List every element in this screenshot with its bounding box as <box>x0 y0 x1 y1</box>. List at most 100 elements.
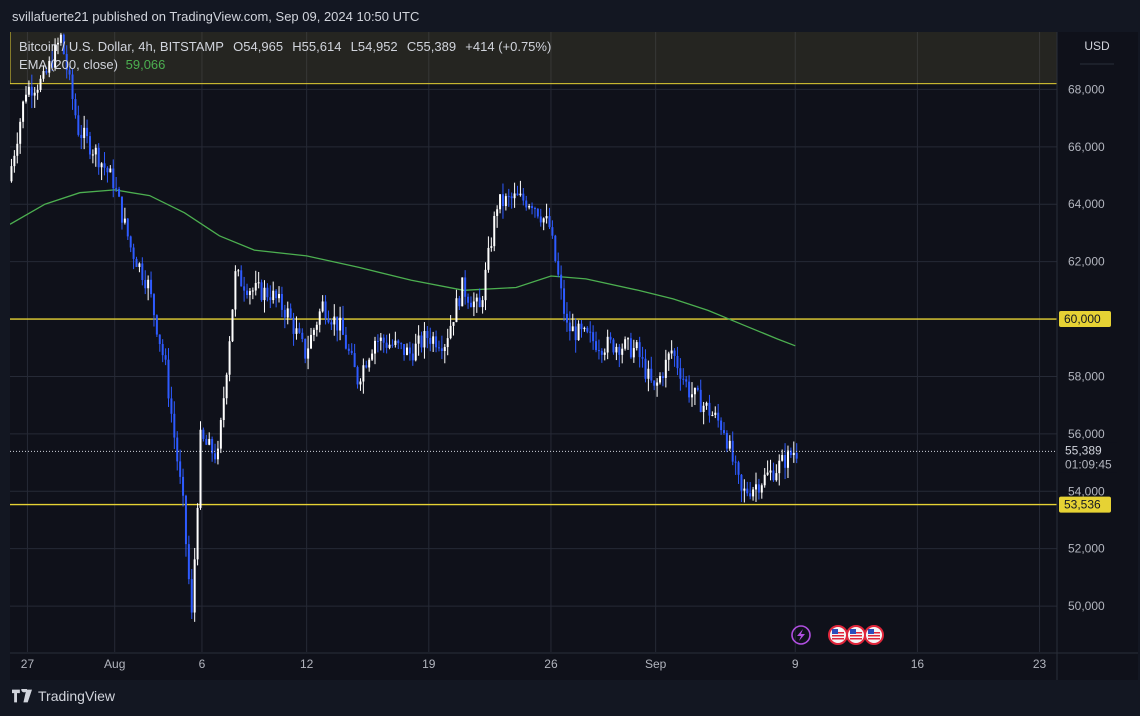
candle-body <box>336 316 339 331</box>
candle-body <box>16 143 19 156</box>
candle-body <box>234 271 237 310</box>
candle-body <box>417 335 420 344</box>
candle-body <box>676 355 679 369</box>
candle-body <box>504 196 507 207</box>
candle-body <box>202 429 205 439</box>
candle-body <box>155 315 158 335</box>
candle-body <box>580 323 583 330</box>
y-tick-label: 66,000 <box>1068 140 1105 154</box>
candle-body <box>138 263 141 268</box>
candle-body <box>126 218 129 237</box>
candle-body <box>353 353 356 368</box>
candle-body <box>321 301 324 312</box>
candle-body <box>187 544 190 580</box>
candle-body <box>205 438 208 445</box>
candle-body <box>295 328 298 334</box>
candle-body <box>246 290 249 296</box>
candle-body <box>359 381 362 385</box>
y-tick-label: 64,000 <box>1068 197 1105 211</box>
candle-body <box>382 337 385 343</box>
candle-body <box>301 332 304 339</box>
candle-body <box>426 330 429 338</box>
candle-body <box>452 322 455 326</box>
candle-body <box>109 168 112 173</box>
candle-body <box>786 450 789 468</box>
candle-body <box>740 474 743 491</box>
candle-body <box>403 344 406 355</box>
candle-body <box>609 336 612 340</box>
candle-body <box>228 341 231 375</box>
us-flag-event-icon <box>846 625 866 645</box>
candle-body <box>170 398 173 414</box>
candle-body <box>33 92 36 96</box>
candle-body <box>475 297 478 302</box>
level-label: 60,000 <box>1064 312 1101 326</box>
candle-body <box>757 484 760 493</box>
candle-body <box>720 420 723 431</box>
price-axis-bg <box>1057 32 1138 680</box>
candle-body <box>548 216 551 228</box>
chart-area[interactable]: USD 50,000 52,000 54,000 56,000 58,000 60,000 6… <box>9 17 1138 680</box>
candle-body <box>717 412 720 421</box>
high-value: H55,614 <box>292 39 342 54</box>
candle-body <box>385 342 388 348</box>
candle-body <box>708 402 711 416</box>
candle-body <box>522 193 525 201</box>
candle-body <box>65 54 68 71</box>
candle-body <box>88 136 91 155</box>
candle-body <box>414 343 417 361</box>
candle-body <box>347 348 350 351</box>
candle-body <box>693 387 696 395</box>
candle-body <box>344 334 347 349</box>
candle-body <box>342 317 345 335</box>
candle-body <box>423 330 426 348</box>
candle-body <box>100 163 103 168</box>
candle-body <box>551 227 554 236</box>
candle-body <box>405 347 408 355</box>
candle-body <box>147 279 150 289</box>
candle-body <box>600 350 603 355</box>
candle-body <box>440 348 443 352</box>
x-tick-label: 16 <box>911 657 925 671</box>
candle-body <box>248 291 251 296</box>
candle-body <box>324 301 327 319</box>
candle-body <box>513 193 516 199</box>
candle-body <box>24 94 27 102</box>
x-tick-label: 19 <box>422 657 436 671</box>
candle-body <box>56 42 59 45</box>
footer-brand: TradingView <box>38 688 116 704</box>
candle-body <box>106 167 109 173</box>
candle-body <box>45 71 48 73</box>
candle-body <box>376 340 379 342</box>
candle-body <box>257 282 260 284</box>
candle-body <box>501 194 504 207</box>
candle-body <box>68 70 71 75</box>
y-tick-label: 56,000 <box>1068 427 1105 441</box>
candle-body <box>394 340 397 345</box>
close-value: C55,389 <box>406 39 457 54</box>
candle-body <box>54 44 57 68</box>
candle-body <box>490 246 493 248</box>
candle-body <box>144 280 147 289</box>
candle-body <box>656 382 659 386</box>
candle-body <box>190 579 193 613</box>
tradingview-logo-icon <box>12 689 32 703</box>
candle-body <box>481 300 484 308</box>
candle-body <box>307 348 310 359</box>
candle-body <box>760 485 763 493</box>
candle-body <box>647 368 650 379</box>
candle-body <box>752 489 755 497</box>
candle-body <box>318 311 321 325</box>
candle-body <box>286 308 289 318</box>
candle-body <box>685 379 688 382</box>
candle-body <box>446 338 449 348</box>
candle-body <box>670 350 673 354</box>
low-value: L54,952 <box>350 39 398 54</box>
candle-body <box>705 402 708 406</box>
candle-body <box>62 34 65 55</box>
price-chart[interactable]: USD 50,000 52,000 54,000 56,000 58,000 60,000 6… <box>9 17 1138 680</box>
candle-body <box>769 470 772 473</box>
candle-body <box>734 461 737 463</box>
candle-body <box>673 350 676 356</box>
candle-body <box>568 322 571 332</box>
